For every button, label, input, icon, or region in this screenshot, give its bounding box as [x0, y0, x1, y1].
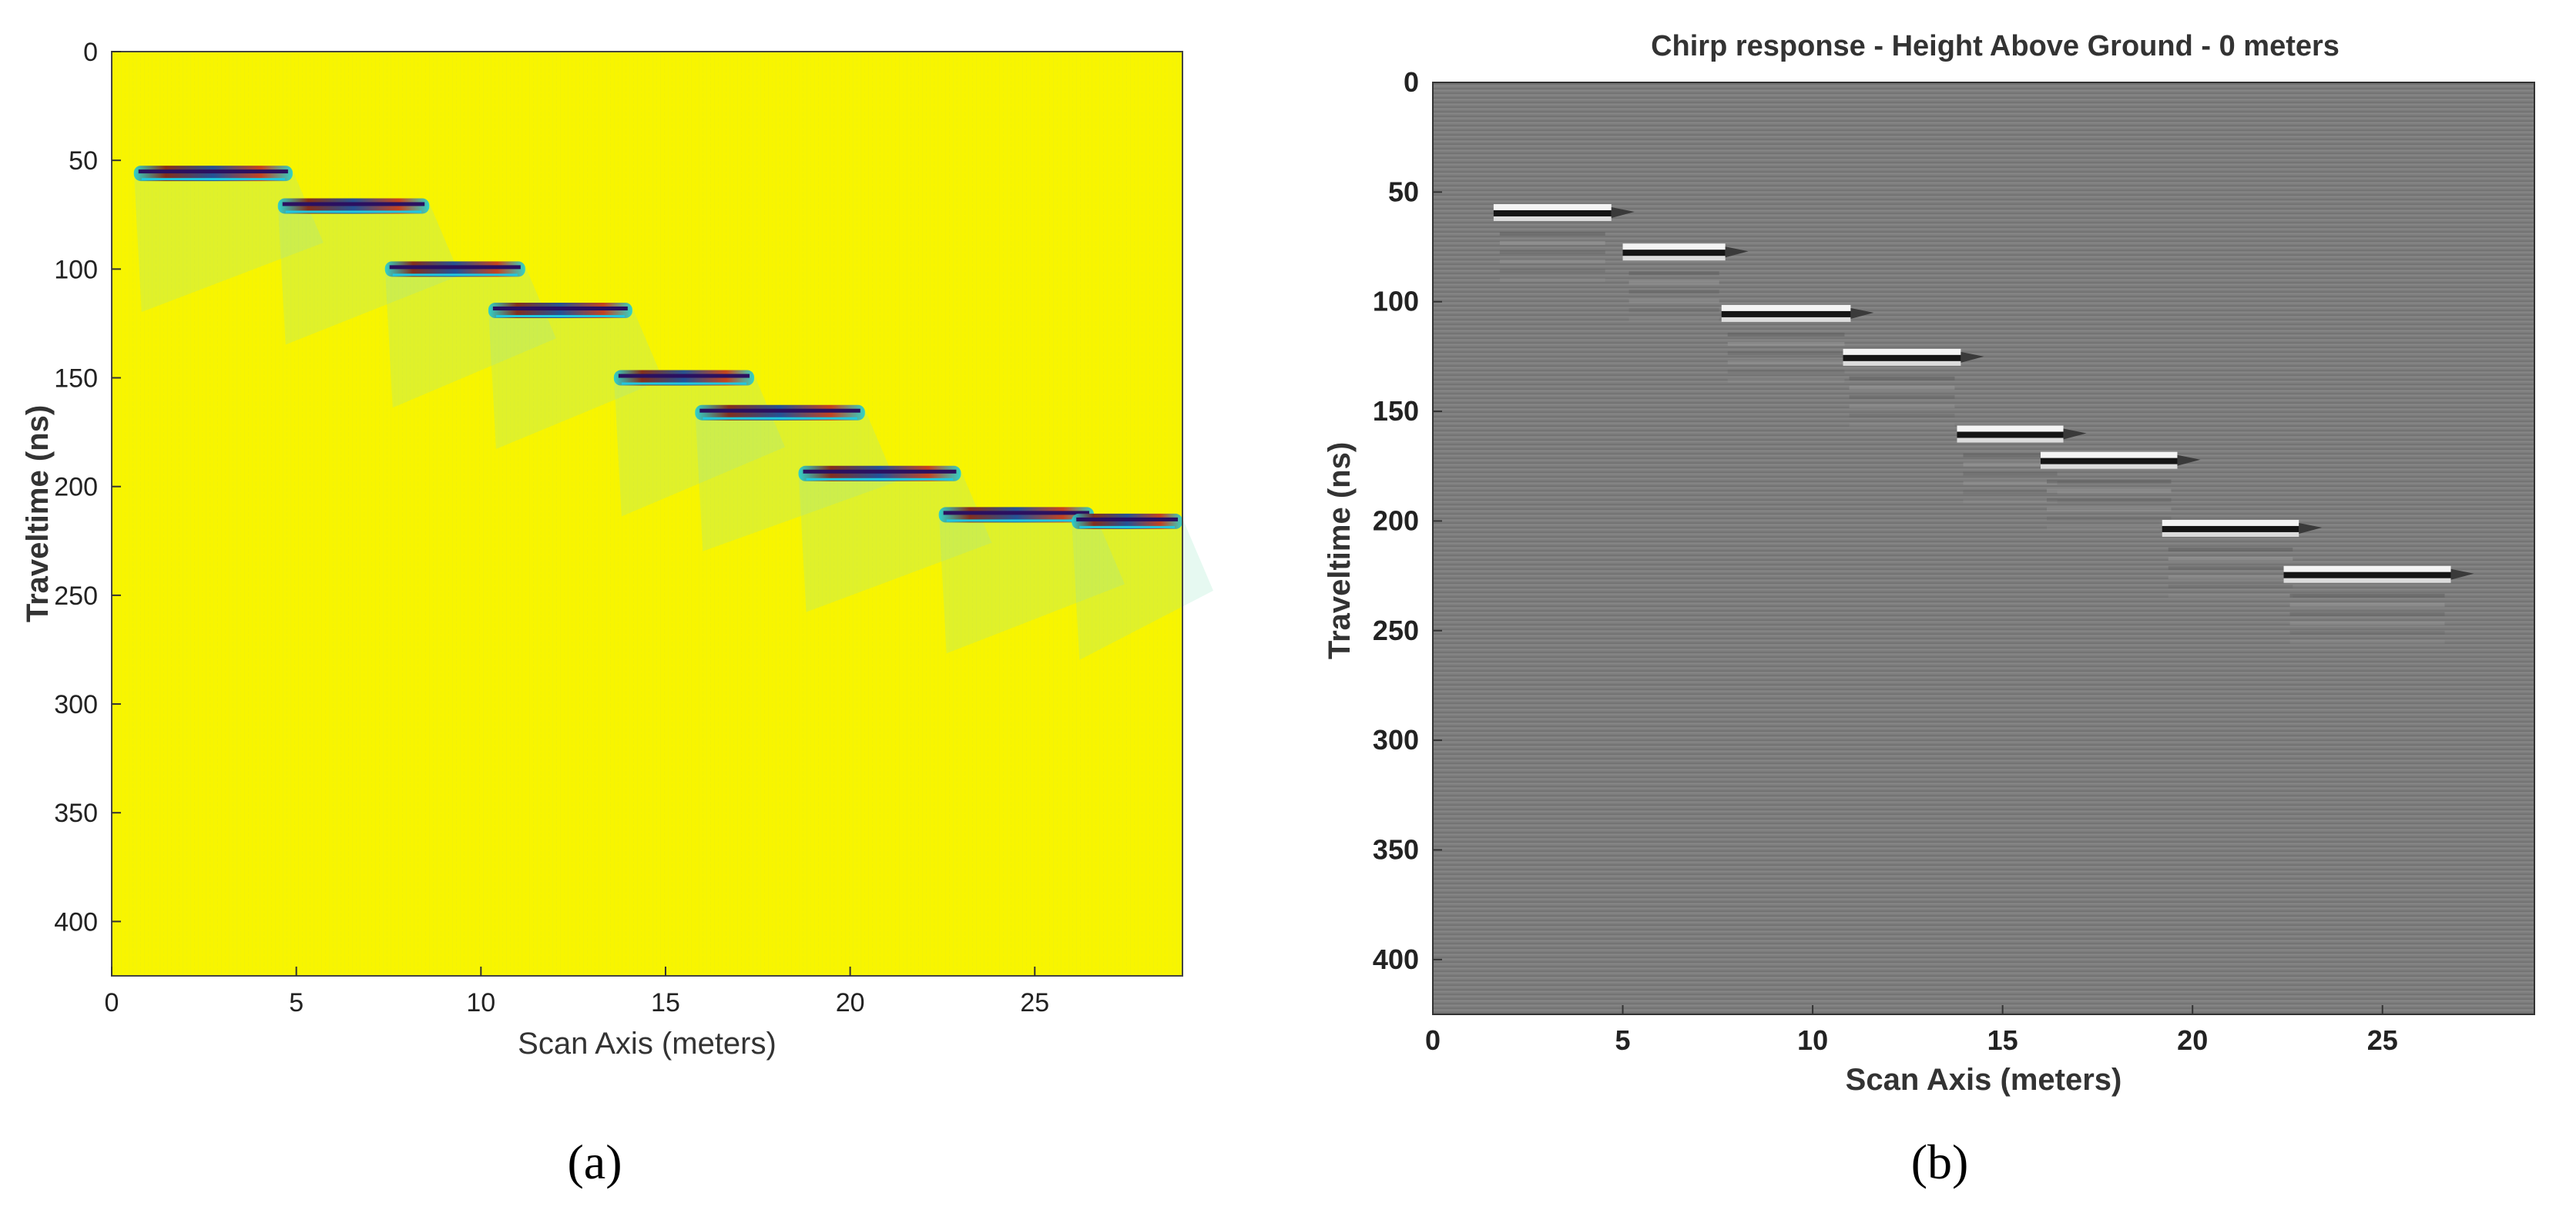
y-tick-label: 300 — [54, 690, 98, 719]
reflection-7 — [2162, 519, 2323, 598]
y-tick-label: 100 — [54, 255, 98, 284]
x-tick-label: 0 — [1425, 1024, 1441, 1056]
y-tick-label: 200 — [54, 473, 98, 502]
panel-label-b: (b) — [1911, 1135, 1969, 1189]
x-tick-label: 5 — [1615, 1024, 1631, 1056]
y-tick-label: 400 — [54, 907, 98, 937]
y-tick-label: 150 — [54, 364, 98, 394]
y-tick-label: 200 — [1373, 504, 1419, 536]
y-tick-label: 0 — [1404, 66, 1419, 98]
y-tick-label: 150 — [1373, 395, 1419, 427]
reflection-1 — [1493, 203, 1635, 282]
panel-label-a: (a) — [567, 1135, 622, 1189]
y-tick-label: 300 — [1373, 724, 1419, 756]
x-tick-label: 20 — [2177, 1024, 2208, 1056]
x-tick-label: 25 — [2367, 1024, 2398, 1056]
y-tick-label: 250 — [54, 582, 98, 611]
panel-b-plot-area — [1433, 82, 2534, 1014]
reflection-6 — [695, 404, 896, 551]
x-tick-label: 15 — [1987, 1024, 2018, 1056]
x-tick-label: 20 — [836, 988, 865, 1017]
x-tick-label: 5 — [289, 988, 304, 1017]
y-tick-label: 50 — [1388, 176, 1419, 207]
y-tick-label: 350 — [54, 799, 98, 828]
reflection-3 — [1721, 304, 1874, 383]
y-tick-label: 350 — [1373, 833, 1419, 865]
y-tick-label: 50 — [69, 146, 98, 176]
x-tick-label: 10 — [466, 988, 495, 1017]
y-tick-label: 100 — [1373, 286, 1419, 317]
reflection-5 — [1957, 425, 2087, 504]
y-tick-label: 400 — [1373, 944, 1419, 975]
reflection-8 — [2283, 565, 2474, 644]
reflection-3 — [384, 261, 556, 408]
reflection-2 — [277, 198, 461, 345]
panel-b-xlabel: Scan Axis (meters) — [1846, 1063, 2122, 1097]
panel-a-xlabel: Scan Axis (meters) — [518, 1027, 776, 1061]
reflection-4 — [1843, 348, 1984, 427]
x-tick-label: 25 — [1020, 988, 1049, 1017]
panel-b: Chirp response - Height Above Ground - 0… — [1323, 30, 2535, 1189]
reflection-2 — [1622, 243, 1749, 322]
panel-b-title: Chirp response - Height Above Ground - 0… — [1651, 30, 2340, 62]
y-tick-label: 0 — [83, 38, 98, 67]
reflection-7 — [798, 465, 992, 612]
x-tick-label: 0 — [105, 988, 119, 1017]
x-tick-label: 10 — [1797, 1024, 1828, 1056]
reflection-9 — [1072, 513, 1213, 660]
y-tick-label: 250 — [1373, 615, 1419, 646]
reflection-8 — [938, 507, 1125, 654]
panel-a-frame — [111, 51, 1183, 977]
panel-a-ylabel: Traveltime (ns) — [21, 405, 55, 622]
reflection-1 — [133, 166, 324, 313]
panel-b-marks — [1493, 203, 2474, 644]
x-tick-label: 15 — [651, 988, 680, 1017]
reflection-4 — [488, 303, 663, 449]
panel-a-marks — [133, 166, 1213, 660]
panel-b-frame — [1432, 82, 2535, 1015]
reflection-6 — [2040, 451, 2201, 530]
panel-b-ylabel: Traveltime (ns) — [1323, 442, 1357, 659]
